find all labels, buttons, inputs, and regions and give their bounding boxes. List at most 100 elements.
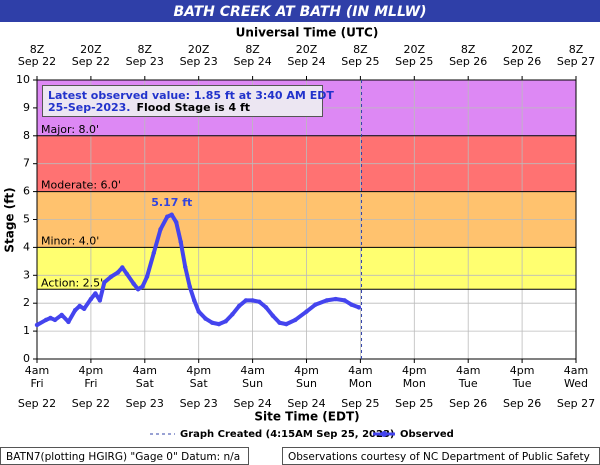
y-tick-label: 7 xyxy=(23,157,30,170)
data-point xyxy=(270,313,276,318)
x-tick-label: 4am xyxy=(564,364,588,377)
x-tick-label: Wed xyxy=(564,377,588,390)
flood-label: Action: 2.5' xyxy=(41,276,103,289)
data-point xyxy=(43,317,49,323)
data-point xyxy=(333,296,338,302)
flood-label: Minor: 4.0' xyxy=(41,234,99,247)
data-point xyxy=(66,319,71,325)
x-tick-label: Sep 25 xyxy=(341,397,379,410)
top-tick-label: 20Z xyxy=(188,43,210,56)
data-point xyxy=(223,319,228,324)
data-point xyxy=(324,298,329,303)
x-tick-label: Sep 26 xyxy=(449,397,487,410)
top-tick-label: 8Z xyxy=(569,43,584,56)
x-tick-label: Sep 24 xyxy=(233,397,271,410)
legend-label: Observed xyxy=(400,429,454,440)
top-tick-label: Sep 26 xyxy=(503,55,541,68)
top-tick-label: 20Z xyxy=(404,43,426,56)
series-line xyxy=(36,212,360,327)
x-tick-label: Mon xyxy=(349,377,372,390)
data-point xyxy=(34,322,40,328)
data-point xyxy=(151,250,156,256)
data-point xyxy=(284,321,289,327)
top-tick-label: 8Z xyxy=(245,43,260,56)
data-point xyxy=(81,306,87,311)
top-tick-label: Sep 23 xyxy=(180,55,218,68)
peak-label: 5.17 ft xyxy=(151,196,192,209)
x-tick-label: 4am xyxy=(25,364,49,377)
y-tick-label: 4 xyxy=(23,240,30,253)
data-point xyxy=(313,302,318,307)
x-tick-label: Fri xyxy=(84,377,97,390)
data-point xyxy=(277,320,282,325)
y-axis-title: Stage (ft) xyxy=(3,187,17,252)
data-point xyxy=(196,309,201,314)
y-tick-label: 8 xyxy=(23,129,30,142)
data-point xyxy=(304,309,309,314)
x-tick-label: Sep 25 xyxy=(395,397,433,410)
data-point xyxy=(144,274,150,279)
top-tick-label: 8Z xyxy=(30,43,45,56)
data-point xyxy=(120,265,125,270)
x-tick-label: 4am xyxy=(348,364,372,377)
data-point xyxy=(124,271,130,277)
data-point xyxy=(174,220,179,225)
y-tick-label: 6 xyxy=(23,185,30,198)
y-tick-label: 9 xyxy=(23,101,30,114)
x-axis-title: Site Time (EDT) xyxy=(254,410,359,424)
y-tick-label: 10 xyxy=(16,73,30,86)
data-point xyxy=(187,284,192,289)
top-tick-label: 20Z xyxy=(511,43,533,56)
x-tick-label: 4pm xyxy=(510,364,535,377)
x-tick-label: Fri xyxy=(30,377,43,390)
info-box xyxy=(42,85,323,117)
data-point xyxy=(97,298,103,303)
data-point xyxy=(77,303,82,309)
y-tick-label: 0 xyxy=(23,352,30,365)
x-tick-label: Sep 22 xyxy=(72,397,110,410)
data-point xyxy=(342,298,347,303)
data-point xyxy=(243,298,249,303)
info-note: Flood Stage is 4 ft xyxy=(137,101,251,114)
data-point xyxy=(158,227,163,232)
top-tick-label: 8Z xyxy=(353,43,368,56)
x-tick-label: Sep 23 xyxy=(126,397,164,410)
x-tick-label: 4am xyxy=(456,364,480,377)
x-tick-label: Sun xyxy=(242,377,263,390)
data-point xyxy=(236,303,242,309)
plot-frame xyxy=(36,79,577,360)
info-line: 25-Sep-2023. Flood Stage is 4 ft xyxy=(48,101,250,114)
x-tick-label: Tue xyxy=(458,377,478,390)
x-tick-label: 4pm xyxy=(294,364,319,377)
y-tick-label: 1 xyxy=(23,324,30,337)
x-tick-label: 4pm xyxy=(402,364,427,377)
data-point xyxy=(93,291,98,296)
top-tick-label: Sep 24 xyxy=(287,55,325,68)
y-tick-label: 3 xyxy=(23,268,30,281)
data-point xyxy=(115,270,121,275)
top-tick-label: Sep 22 xyxy=(18,55,56,68)
y-tick-label: 2 xyxy=(23,296,30,309)
title-bar xyxy=(0,0,600,22)
x-tick-label: Sep 24 xyxy=(287,397,325,410)
x-tick-label: 4pm xyxy=(79,364,104,377)
data-point xyxy=(263,305,269,310)
x-tick-label: Sep 27 xyxy=(557,397,595,410)
data-point xyxy=(52,317,58,323)
data-point xyxy=(293,317,298,323)
top-tick-label: Sep 25 xyxy=(395,55,433,68)
data-point xyxy=(209,320,215,325)
top-tick-label: 20Z xyxy=(80,43,102,56)
data-point xyxy=(257,299,262,305)
legend-swatch xyxy=(381,431,387,437)
info-line: Latest observed value: 1.85 ft at 3:40 A… xyxy=(48,89,334,102)
data-point xyxy=(108,274,114,279)
footer-right: Observations courtesy of NC Department o… xyxy=(288,451,590,463)
flood-label: Major: 8.0' xyxy=(41,123,99,136)
data-point xyxy=(216,321,222,327)
data-point xyxy=(131,281,136,286)
top-tick-label: Sep 22 xyxy=(72,55,110,68)
data-point xyxy=(356,305,362,310)
x-tick-label: 4am xyxy=(133,364,157,377)
